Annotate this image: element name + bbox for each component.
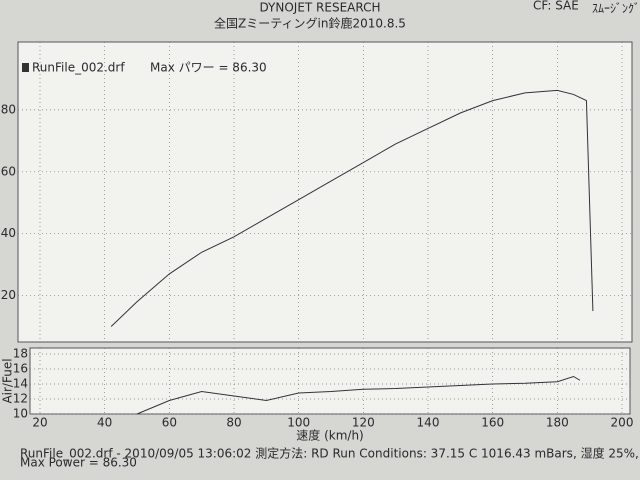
legend-swatch: [22, 63, 29, 72]
y-tick-label: 60: [1, 164, 16, 178]
y-tick-label: 12: [13, 392, 28, 406]
annotation: Max パワー = 86.30: [150, 61, 267, 75]
footer-line: Max Power = 86.30: [20, 456, 137, 470]
x-axis-label: 速度 (km/h): [296, 428, 363, 443]
y-tick-label: 20: [1, 288, 16, 302]
y-axis-label: Air/Fuel: [1, 358, 15, 403]
x-tick-label: 200: [611, 416, 634, 430]
event-title: 全国Zミーティングin鈴鹿2010.8.5: [214, 16, 406, 31]
y-tick-label: 40: [1, 226, 16, 240]
y-tick-label: 80: [1, 102, 16, 116]
x-tick-label: 120: [352, 416, 375, 430]
x-tick-label: 160: [481, 416, 504, 430]
x-tick-label: 20: [32, 416, 47, 430]
x-tick-label: 60: [162, 416, 177, 430]
plot-frame: [17, 41, 633, 343]
x-tick-label: 80: [226, 416, 241, 430]
y-tick-label: 18: [13, 347, 28, 361]
y-tick-label: 14: [13, 377, 28, 391]
footer-line: RunFile_002.drf - 2010/09/05 13:06:02 測定…: [20, 446, 640, 461]
y-tick-label: 10: [13, 407, 28, 421]
data-line: [136, 375, 581, 415]
smoothing: ｽﾑｰｼﾞﾝｸﾞ: [592, 2, 640, 16]
plot-frame: [29, 347, 631, 415]
brand: DYNOJET RESEARCH: [259, 1, 380, 15]
x-tick-label: 180: [546, 416, 569, 430]
x-tick-label: 100: [287, 416, 310, 430]
data-line: [110, 89, 594, 327]
x-tick-label: 140: [417, 416, 440, 430]
cf: CF: SAE: [533, 0, 579, 13]
x-tick-label: 40: [97, 416, 112, 430]
legend: RunFile_002.drf: [32, 61, 125, 75]
y-tick-label: 16: [13, 362, 28, 376]
